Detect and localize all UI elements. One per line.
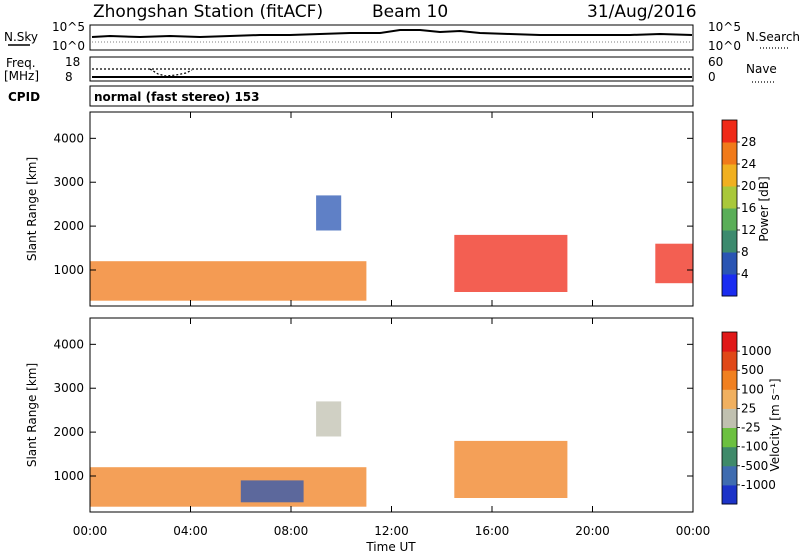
velocity-region-1 — [240, 480, 304, 503]
power-region-0 — [90, 261, 367, 301]
power-colorbar-swatch-0 — [722, 274, 737, 297]
cpid-frame — [89, 85, 694, 107]
freq-frame — [89, 56, 694, 82]
velocity-ytick-label-0: 1000 — [53, 469, 84, 483]
velocity-colorbar-frame — [721, 331, 738, 505]
nsky-frame — [89, 24, 694, 51]
power-colorbar-label-0: 4 — [741, 267, 749, 281]
velocity-colorbar-label-1: 500 — [741, 363, 764, 377]
velocity-colorbar-label-3: 25 — [741, 401, 756, 415]
freq-panel: Freq. [MHz] 18 8 60 0 Nave — [4, 55, 777, 84]
freq-tick-top: 18 — [65, 55, 80, 69]
cpid-label: CPID — [8, 90, 40, 104]
power-ytick-label-3: 4000 — [53, 131, 84, 145]
velocity-colorbar-label: Velocity [m s⁻¹] — [768, 378, 782, 471]
power-colorbar-label-6: 28 — [741, 135, 756, 149]
velocity-colorbar-label-4: -25 — [741, 421, 761, 435]
nave-tick-top: 60 — [708, 55, 723, 69]
nsky-label: N.Sky — [4, 30, 38, 44]
power-colorbar-swatch-7 — [722, 120, 737, 143]
power-panel: 1000 2000 3000 4000 Slant Range [km] 4 8 12 16… — [25, 111, 771, 307]
freq-label-2: [MHz] — [4, 69, 39, 83]
velocity-colorbar-label-0: 1000 — [741, 344, 772, 358]
power-ytick-label-0: 1000 — [53, 263, 84, 277]
velocity-colorbar-label-5: -100 — [741, 440, 768, 454]
xtick-label-5: 20:00 — [575, 524, 610, 538]
time-axis: 00:00 04:00 08:00 12:00 16:00 20:00 00:00 — [73, 112, 711, 538]
velocity-colorbar-swatch-8 — [722, 332, 737, 352]
velocity-colorbar-swatch-4 — [722, 408, 737, 428]
xtick-label-4: 16:00 — [475, 524, 510, 538]
power-region-1 — [316, 195, 342, 231]
velocity-panel: 1000 2000 3000 4000 Slant Range [km] 1000 50… — [25, 317, 782, 513]
nsky-trace — [91, 29, 693, 39]
power-ytick-label-1: 2000 — [53, 219, 84, 233]
velocity-colorbar-label-2: 100 — [741, 382, 764, 396]
velocity-region-0 — [90, 467, 367, 507]
power-colorbar-swatch-4 — [722, 186, 737, 209]
freq-label-1: Freq. — [6, 56, 36, 70]
nsky-tick-bottom: 10^0 — [52, 39, 85, 53]
nsearch-label: N.Search — [746, 30, 800, 44]
velocity-colorbar-swatch-0 — [722, 484, 737, 505]
power-colorbar-label-4: 20 — [741, 179, 756, 193]
power-colorbar: 4 8 12 16 20 24 28 — [721, 119, 756, 297]
power-colorbar-swatch-2 — [722, 230, 737, 253]
velocity-colorbar: 1000 500 100 25 -25 -100 -500 -1000 — [721, 331, 776, 505]
x-axis-label: Time UT — [365, 540, 416, 554]
beam-title: Beam 10 — [372, 2, 448, 22]
velocity-colorbar-swatch-7 — [722, 351, 737, 371]
power-colorbar-swatch-1 — [722, 252, 737, 275]
velocity-ytick-label-1: 2000 — [53, 425, 84, 439]
xtick-label-3: 12:00 — [374, 524, 409, 538]
power-colorbar-label-3: 16 — [741, 201, 756, 215]
power-data-marks — [90, 195, 693, 301]
power-colorbar-swatch-5 — [722, 164, 737, 187]
nsky-panel: N.Sky 10^5 10^0 10^5 10^0 N.Search — [4, 20, 800, 53]
nave-label: Nave — [746, 62, 777, 76]
nsearch-tick-bottom: 10^0 — [708, 39, 741, 53]
power-colorbar-label: Power [dB] — [757, 176, 771, 241]
power-colorbar-swatch-3 — [722, 208, 737, 231]
station-title: Zhongshan Station (fitACF) — [93, 2, 323, 22]
power-ytick-label-2: 3000 — [53, 175, 84, 189]
power-colorbar-label-1: 8 — [741, 245, 749, 259]
power-region-2 — [454, 234, 568, 292]
xtick-label-6: 00:00 — [676, 524, 711, 538]
power-colorbar-label-5: 24 — [741, 157, 756, 171]
xtick-label-1: 04:00 — [173, 524, 208, 538]
power-y-ticks: 1000 2000 3000 4000 — [53, 131, 693, 277]
power-ylabel: Slant Range [km] — [25, 157, 39, 261]
cpid-panel: CPID normal (fast stereo) 153 — [8, 85, 694, 107]
xtick-label-0: 00:00 — [73, 524, 108, 538]
velocity-data-marks — [90, 401, 568, 507]
velocity-ytick-label-3: 4000 — [53, 337, 84, 351]
xtick-label-2: 08:00 — [274, 524, 309, 538]
nsky-tick-top: 10^5 — [52, 20, 85, 34]
velocity-colorbar-swatch-5 — [722, 389, 737, 409]
nave-tick-bottom: 0 — [708, 70, 716, 84]
velocity-region-2 — [316, 401, 342, 437]
power-colorbar-label-2: 12 — [741, 223, 756, 237]
cpid-value: normal (fast stereo) 153 — [94, 90, 260, 104]
velocity-region-3 — [454, 440, 568, 498]
velocity-colorbar-swatch-1 — [722, 465, 737, 486]
velocity-colorbar-swatch-6 — [722, 370, 737, 390]
nsearch-tick-top: 10^5 — [708, 20, 741, 34]
nave-dip — [149, 68, 193, 77]
velocity-colorbar-label-7: -1000 — [741, 478, 776, 492]
velocity-ytick-label-2: 3000 — [53, 381, 84, 395]
date-title: 31/Aug/2016 — [587, 2, 697, 22]
velocity-ylabel: Slant Range [km] — [25, 363, 39, 467]
freq-tick-bottom: 8 — [65, 70, 73, 84]
power-colorbar-swatch-6 — [722, 142, 737, 165]
velocity-colorbar-swatch-2 — [722, 446, 737, 467]
power-region-3 — [655, 243, 693, 284]
velocity-colorbar-swatch-3 — [722, 427, 737, 448]
velocity-y-ticks: 1000 2000 3000 4000 — [53, 337, 693, 483]
velocity-colorbar-label-6: -500 — [741, 459, 768, 473]
